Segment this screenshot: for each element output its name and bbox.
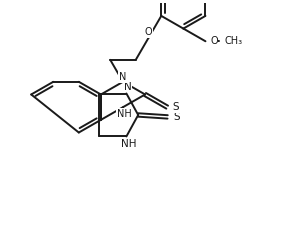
Text: NH: NH (121, 139, 136, 149)
Text: N: N (124, 82, 131, 92)
Text: S: S (173, 102, 179, 112)
Text: NH: NH (117, 109, 131, 119)
Text: N: N (119, 72, 127, 82)
Text: O: O (210, 36, 218, 46)
Text: O: O (145, 27, 152, 37)
Text: S: S (173, 112, 180, 122)
Text: CH₃: CH₃ (225, 36, 243, 46)
